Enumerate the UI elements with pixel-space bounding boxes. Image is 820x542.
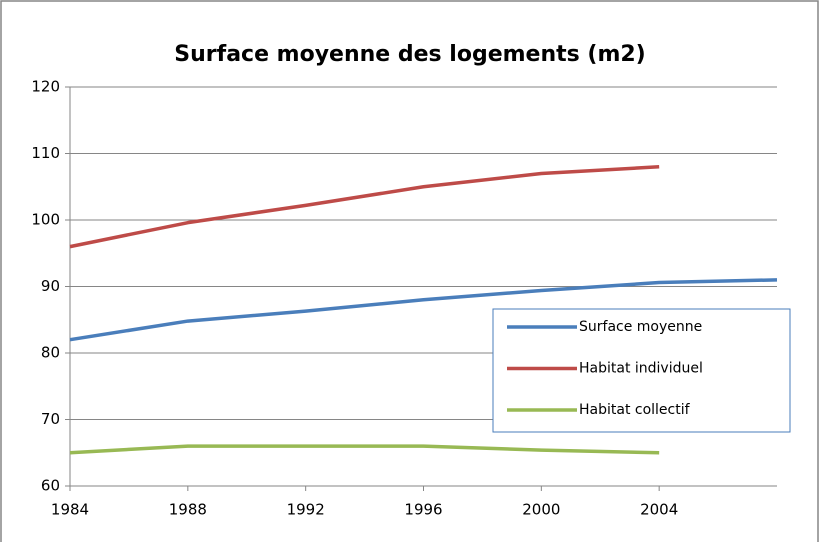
y-tick-label: 70 bbox=[41, 410, 60, 428]
x-tick-label: 1984 bbox=[51, 501, 89, 519]
line-series bbox=[69, 165, 660, 249]
x-tick-label: 1988 bbox=[169, 501, 207, 519]
y-tick-label: 110 bbox=[31, 144, 60, 162]
line-series bbox=[69, 278, 778, 342]
y-tick-label: 60 bbox=[41, 477, 60, 495]
x-tick-label: 2004 bbox=[640, 501, 678, 519]
legend-label: Surface moyenne bbox=[579, 319, 702, 335]
y-tick-label: 90 bbox=[41, 277, 60, 295]
legend-label: Habitat collectif bbox=[579, 402, 691, 418]
chart-title: Surface moyenne des logements (m2) bbox=[174, 42, 645, 67]
x-tick-label: 2000 bbox=[522, 501, 560, 519]
y-tick-label: 120 bbox=[31, 78, 60, 96]
x-tick-label: 1992 bbox=[287, 501, 325, 519]
legend-label: Habitat individuel bbox=[579, 361, 703, 377]
x-tick-label: 1996 bbox=[404, 501, 442, 519]
line-series bbox=[69, 444, 660, 455]
y-tick-label: 80 bbox=[41, 344, 60, 362]
y-tick-label: 100 bbox=[31, 211, 60, 229]
